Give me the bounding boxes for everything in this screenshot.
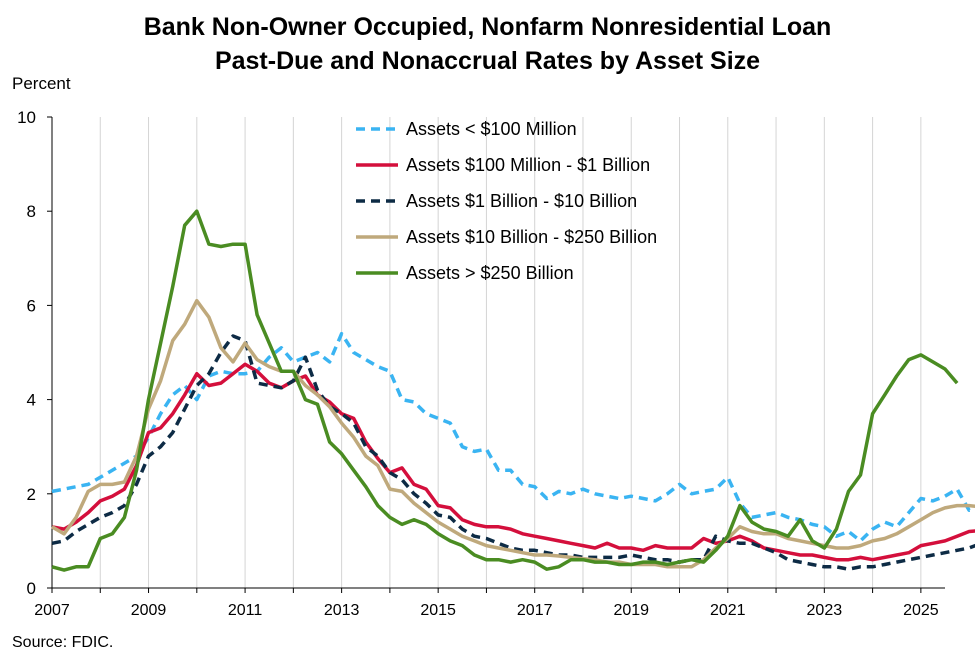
series-line-5 bbox=[51, 209, 959, 572]
series-line-1 bbox=[51, 331, 975, 543]
series-line-3 bbox=[51, 334, 975, 571]
x-tick-label: 2007 bbox=[34, 602, 70, 619]
y-axis-label: Percent bbox=[12, 74, 71, 93]
y-tick-label: 6 bbox=[27, 296, 36, 315]
source-note: Source: FDIC. bbox=[12, 634, 114, 651]
legend-label-2: Assets $100 Million - $1 Billion bbox=[406, 155, 650, 175]
x-tick-label: 2017 bbox=[517, 602, 553, 619]
gridlines bbox=[99, 117, 922, 588]
x-tick-label: 2011 bbox=[228, 602, 263, 619]
series-line-2 bbox=[51, 362, 975, 562]
y-tick-label: 4 bbox=[27, 391, 36, 410]
chart-title-line-1: Bank Non-Owner Occupied, Nonfarm Nonresi… bbox=[143, 13, 832, 41]
series-lines bbox=[51, 209, 975, 572]
x-tick-label: 2009 bbox=[131, 602, 167, 619]
x-tick-label: 2013 bbox=[324, 602, 360, 619]
x-tick-label: 2025 bbox=[903, 602, 939, 619]
x-tick-label: 2023 bbox=[807, 602, 843, 619]
legend-label-3: Assets $1 Billion - $10 Billion bbox=[406, 191, 637, 211]
legend-label-1: Assets < $100 Million bbox=[406, 119, 577, 139]
y-tick-label: 2 bbox=[27, 485, 36, 504]
x-tick-label: 2021 bbox=[710, 602, 746, 619]
y-tick-label: 8 bbox=[27, 202, 36, 221]
legend: Assets < $100 Million Assets $100 Million… bbox=[356, 119, 657, 283]
x-tick-label: 2019 bbox=[613, 602, 649, 619]
legend-label-4: Assets $10 Billion - $250 Billion bbox=[406, 227, 657, 247]
chart-title: Bank Non-Owner Occupied, Nonfarm Nonresi… bbox=[0, 10, 975, 78]
x-tick-label: 2015 bbox=[420, 602, 456, 619]
y-tick-label: 10 bbox=[17, 108, 36, 127]
y-tick-label: 0 bbox=[27, 579, 36, 598]
axes: 0 2 4 6 8 10 2007 2009 2011 2013 2015 2017 2019 2021 2… bbox=[17, 108, 945, 619]
legend-label-5: Assets > $250 Billion bbox=[406, 263, 574, 283]
chart-title-line-2: Past-Due and Nonaccrual Rates by Asset S… bbox=[214, 47, 761, 75]
